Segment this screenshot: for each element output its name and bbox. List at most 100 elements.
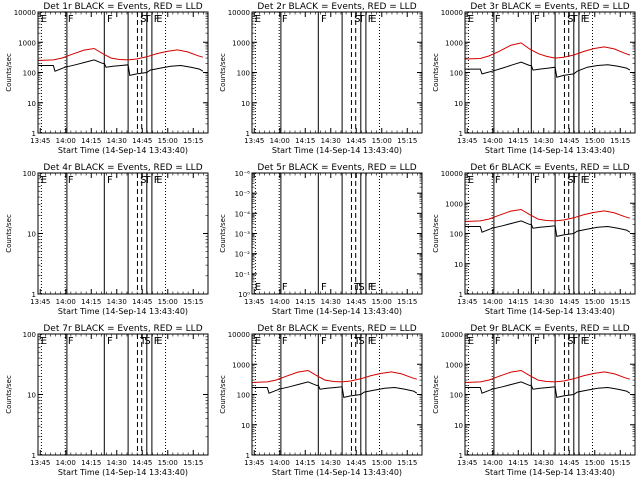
- x-tick-label: 15:15: [610, 459, 630, 467]
- x-tick-label: 14:30: [534, 298, 554, 306]
- y-tick-label: 100: [237, 392, 250, 400]
- y-tick-label: 1: [459, 452, 463, 460]
- y-tick-label: 1000: [445, 361, 463, 369]
- panel-det4: Det 4r BLACK = Events, RED = LLD Counts/s…: [5, 163, 209, 316]
- x-tick-label: 14:15: [81, 298, 101, 306]
- y-tick-label: 1: [246, 130, 250, 138]
- events-series-line: [38, 59, 204, 77]
- x-tick-label: 14:30: [321, 137, 341, 145]
- y-axis-label: Counts/sec: [5, 53, 13, 92]
- events-series-line: [465, 61, 631, 78]
- marker-letter: F: [282, 14, 288, 25]
- plot-frame: [37, 333, 209, 456]
- x-tick-label: 15:00: [585, 137, 605, 145]
- marker-letter: S: [140, 175, 146, 186]
- y-tick-label: 1: [32, 291, 36, 299]
- y-tick-label: 10: [27, 100, 36, 108]
- x-tick-label: 15:00: [372, 298, 392, 306]
- panel-title: Det 7r BLACK = Events, RED = LLD: [43, 324, 202, 334]
- x-tick-label: 14:15: [81, 459, 101, 467]
- x-tick-label: 14:15: [508, 298, 528, 306]
- y-tick-label: 1: [459, 291, 463, 299]
- plot-frame: [251, 172, 423, 295]
- y-tick-label: 10⁻⁵: [235, 190, 251, 198]
- y-tick-label: 10: [241, 100, 250, 108]
- marker-letter: F: [107, 14, 113, 25]
- panel-title: Det 5r BLACK = Events, RED = LLD: [257, 163, 416, 173]
- x-tick-label: 13:45: [30, 459, 50, 467]
- y-tick-label: 1: [246, 452, 250, 460]
- x-tick-label: 14:00: [56, 298, 76, 306]
- x-tick-label: 14:00: [483, 137, 503, 145]
- x-axis-label: Start Time (14-Sep-14 13:43:40): [58, 146, 188, 155]
- y-tick-label: 10⁰: [238, 291, 250, 299]
- y-tick-label: 100: [450, 70, 463, 78]
- x-axis-label: Start Time (14-Sep-14 13:43:40): [485, 468, 615, 477]
- x-tick-label: 14:45: [559, 137, 579, 145]
- x-tick-label: 14:45: [559, 459, 579, 467]
- y-axis-label: Counts/sec: [432, 375, 440, 414]
- x-tick-label: 15:00: [585, 298, 605, 306]
- marker-letter: F: [282, 282, 288, 293]
- x-tick-label: 15:15: [397, 137, 417, 145]
- y-axis-label: Counts/sec: [432, 53, 440, 92]
- marker-letter: F: [107, 175, 113, 186]
- y-tick-label: 1: [32, 130, 36, 138]
- y-tick-label: 100: [23, 170, 36, 178]
- x-tick-label: 14:00: [483, 298, 503, 306]
- x-tick-label: 15:15: [183, 459, 203, 467]
- y-tick-label: 10⁻²: [235, 251, 251, 259]
- panel-det1: Det 1r BLACK = Events, RED = LLD Counts/s…: [5, 2, 209, 155]
- y-tick-label: 100: [23, 331, 36, 339]
- x-tick-label: 14:30: [107, 298, 127, 306]
- panel-title: Det 3r BLACK = Events, RED = LLD: [470, 2, 629, 12]
- y-tick-label: 1000: [445, 39, 463, 47]
- marker-letter: T: [143, 175, 151, 186]
- x-tick-label: 14:30: [321, 298, 341, 306]
- marker-letter: F: [534, 14, 540, 25]
- y-tick-label: 1000: [445, 200, 463, 208]
- marker-letter: F: [581, 336, 587, 347]
- x-tick-label: 15:15: [610, 137, 630, 145]
- marker-letter: F: [581, 14, 587, 25]
- marker-letter: E: [370, 336, 376, 347]
- y-tick-label: 10000: [441, 170, 463, 178]
- marker-letter: F: [154, 175, 160, 186]
- marker-letter: S: [567, 175, 573, 186]
- panel-det7: Det 7r BLACK = Events, RED = LLD Counts/s…: [5, 324, 209, 477]
- x-tick-label: 15:15: [397, 459, 417, 467]
- y-tick-label: 100: [237, 70, 250, 78]
- marker-letter: F: [321, 14, 327, 25]
- events-series-line: [465, 220, 631, 238]
- panel-det6: Det 6r BLACK = Events, RED = LLD Counts/s…: [432, 163, 636, 316]
- plot-frame: [37, 11, 209, 134]
- marker-letter: S: [354, 14, 360, 25]
- x-axis-label: Start Time (14-Sep-14 13:43:40): [272, 146, 402, 155]
- marker-letter: F: [581, 175, 587, 186]
- marker-letter: F: [107, 336, 113, 347]
- y-axis-label: Counts/sec: [5, 375, 13, 414]
- y-tick-label: 10: [241, 422, 250, 430]
- marker-letter: E: [583, 14, 589, 25]
- marker-letter: T: [353, 336, 361, 347]
- x-tick-label: 15:15: [397, 298, 417, 306]
- x-tick-label: 14:15: [508, 459, 528, 467]
- marker-letter: E: [468, 175, 474, 186]
- y-tick-label: 10⁻⁶: [235, 170, 251, 178]
- y-tick-label: 1: [32, 452, 36, 460]
- marker-letter: F: [282, 336, 288, 347]
- marker-letter: F: [495, 14, 501, 25]
- x-tick-label: 15:00: [158, 137, 178, 145]
- x-axis-label: Start Time (14-Sep-14 13:43:40): [485, 307, 615, 316]
- plot-frame: [464, 172, 636, 295]
- marker-letter: E: [255, 282, 261, 293]
- x-tick-label: 13:45: [30, 137, 50, 145]
- marker-letter: S: [144, 336, 150, 347]
- marker-letter: E: [468, 14, 474, 25]
- panel-title: Det 1r BLACK = Events, RED = LLD: [43, 2, 202, 12]
- x-tick-label: 14:00: [270, 137, 290, 145]
- x-tick-label: 14:00: [270, 298, 290, 306]
- x-tick-label: 14:15: [81, 137, 101, 145]
- panel-title: Det 2r BLACK = Events, RED = LLD: [257, 2, 416, 12]
- x-tick-label: 14:30: [107, 459, 127, 467]
